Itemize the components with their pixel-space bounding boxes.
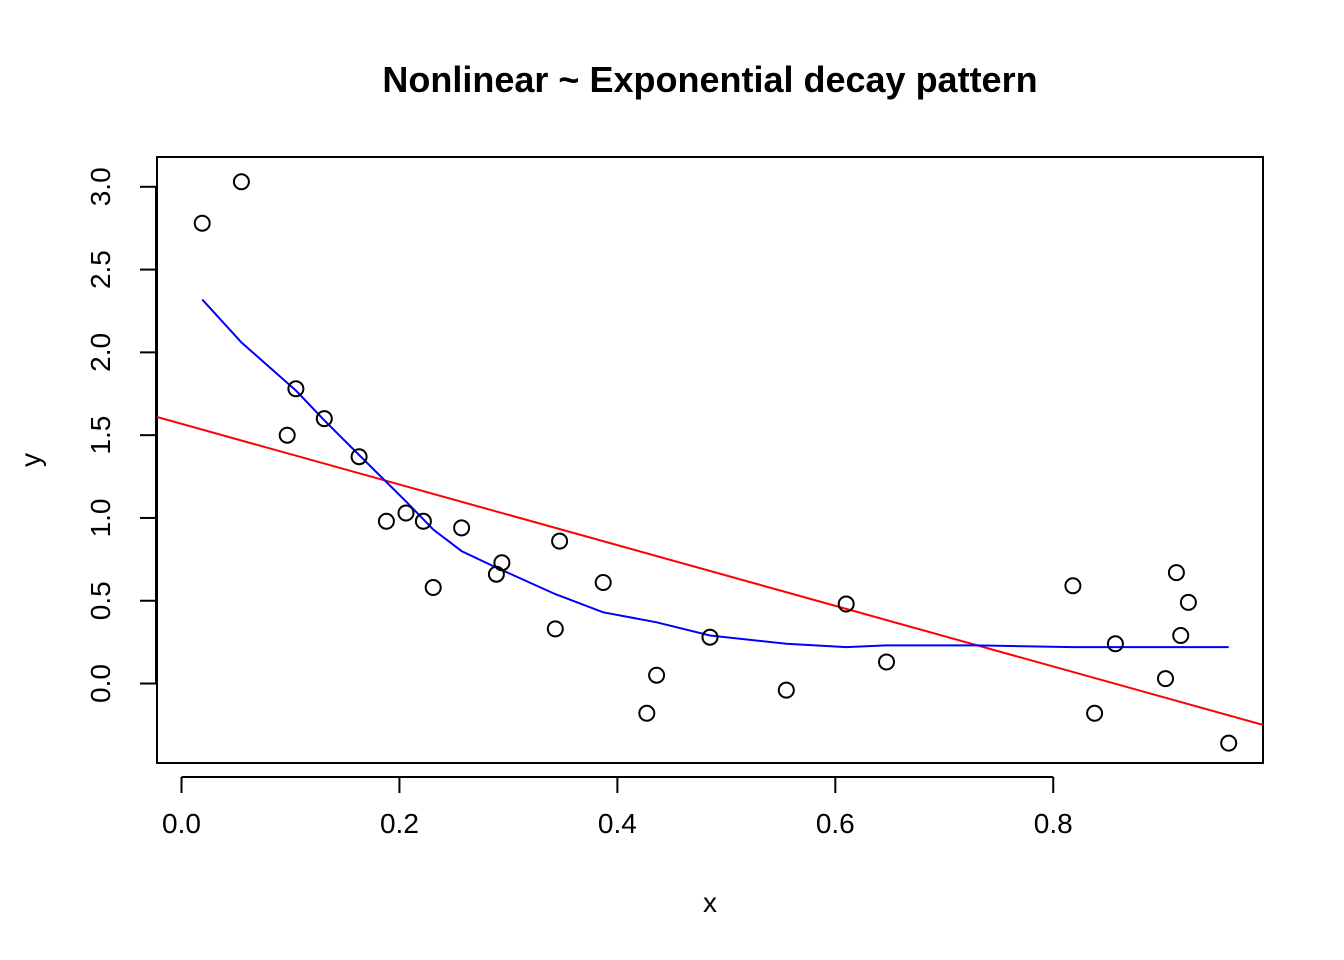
y-tick-label: 0.0 — [85, 664, 116, 703]
data-point — [878, 653, 895, 671]
y-tick-label: 2.5 — [85, 250, 116, 289]
data-point — [777, 681, 795, 699]
x-tick-label: 0.6 — [816, 808, 855, 839]
series-lines — [157, 298, 1263, 726]
x-axis: 0.0 0.2 0.4 0.6 0.8 — [162, 776, 1073, 839]
data-point — [1106, 635, 1124, 653]
data-point — [1086, 704, 1104, 722]
data-point — [638, 704, 656, 722]
data-point — [232, 173, 250, 191]
data-point — [594, 574, 612, 591]
data-point — [1179, 593, 1197, 611]
y-tick-label: 0.5 — [85, 581, 116, 620]
data-point — [493, 554, 511, 572]
chart-title: Nonlinear ~ Exponential decay pattern — [382, 59, 1037, 100]
data-point — [377, 512, 395, 530]
data-point — [837, 595, 855, 613]
data-point — [701, 628, 719, 646]
data-point — [1064, 577, 1082, 595]
data-point — [1157, 670, 1174, 688]
data-point — [350, 448, 368, 466]
x-tick-label: 0.4 — [598, 808, 637, 839]
data-point — [193, 214, 211, 232]
x-tick-label: 0.2 — [380, 808, 419, 839]
data-point — [546, 620, 564, 638]
plot-frame — [156, 156, 1264, 764]
data-point — [424, 579, 442, 596]
y-tick-label: 2.0 — [85, 333, 116, 372]
linear-fit-line — [157, 416, 1263, 726]
data-point — [278, 426, 296, 444]
data-points — [193, 173, 1238, 752]
data-point — [315, 410, 333, 428]
y-axis-title: y — [15, 453, 46, 467]
data-point — [648, 666, 666, 684]
data-point — [1220, 734, 1238, 752]
data-point — [551, 532, 569, 550]
y-tick-label: 3.0 — [85, 167, 116, 206]
smooth-fit-line — [201, 298, 1229, 649]
data-point — [287, 380, 305, 398]
x-tick-label: 0.0 — [162, 808, 201, 839]
data-point — [1172, 627, 1190, 644]
y-axis: 0.0 0.5 1.0 1.5 2.0 2.5 3.0 — [85, 167, 157, 703]
data-point — [453, 519, 471, 537]
y-tick-label: 1.5 — [85, 416, 116, 455]
data-point — [414, 512, 432, 530]
y-tick-label: 1.0 — [85, 498, 116, 537]
data-point — [1167, 564, 1185, 582]
x-axis-title: x — [703, 887, 717, 918]
data-point — [397, 504, 415, 522]
x-tick-label: 0.8 — [1034, 808, 1073, 839]
